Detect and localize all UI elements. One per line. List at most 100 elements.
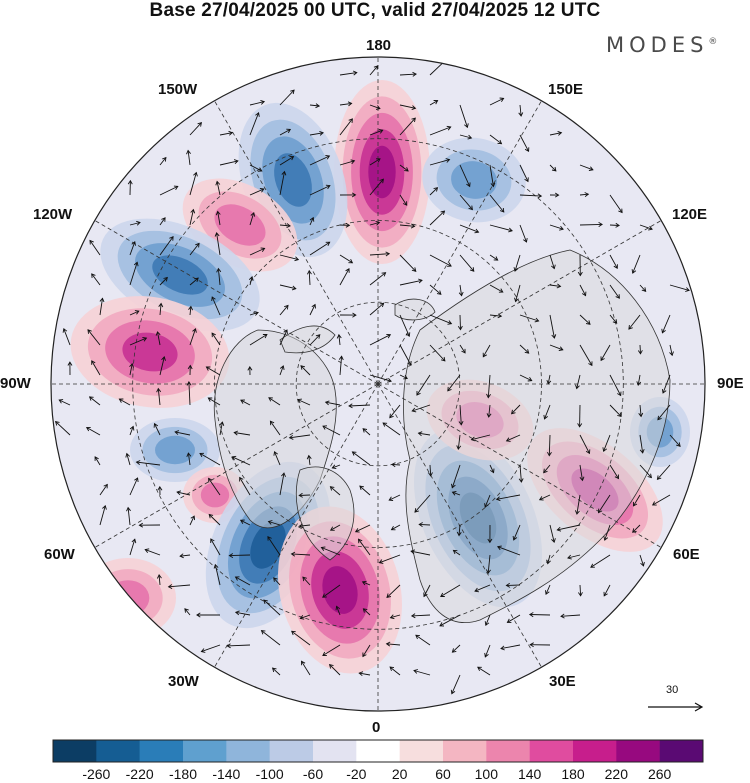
meridian-line (377, 220, 662, 385)
wind-arrow (577, 404, 583, 428)
colorbar-swatch (399, 740, 444, 762)
wind-arrow (399, 104, 417, 111)
colorbar-swatch (226, 740, 270, 762)
wind-arrow (639, 284, 647, 292)
wind-arrow (489, 97, 505, 106)
wind-arrow (156, 574, 162, 586)
wind-arrow (578, 584, 583, 597)
anomaly-contour (368, 145, 396, 199)
wind-arrow (451, 644, 461, 653)
brand-logo: MODES® (606, 33, 717, 57)
wind-arrow (279, 365, 285, 376)
registered-mark: ® (708, 37, 718, 47)
wind-arrow (159, 185, 179, 196)
wind-arrow (600, 344, 611, 362)
colorbar-swatch (53, 740, 97, 762)
colorbar-tick-label: -20 (346, 766, 367, 782)
wind-arrow (219, 159, 239, 166)
wind-arrow (609, 374, 622, 397)
wind-arrow (135, 460, 161, 466)
wind-arrow (399, 314, 411, 337)
wind-arrow (87, 329, 101, 346)
wind-arrow (328, 663, 341, 676)
wind-arrow (239, 476, 251, 496)
longitude-label-150w: 150W (158, 81, 198, 98)
wind-arrow (157, 485, 163, 496)
colorbar-swatch (139, 740, 184, 762)
wind-arrow (429, 284, 442, 295)
wind-arrow (669, 284, 690, 292)
wind-arrow (186, 149, 191, 166)
wind-arrow (378, 554, 401, 564)
reference-vector-arrow (648, 702, 704, 712)
wind-arrow (279, 89, 295, 106)
wind-arrow (129, 310, 140, 316)
wind-arrow (390, 524, 401, 531)
colorbar-swatch (659, 740, 704, 762)
wind-arrow (213, 563, 221, 586)
wind-arrow (159, 217, 166, 226)
wind-arrow (339, 312, 357, 318)
wind-arrow (452, 549, 461, 556)
wind-arrow (579, 284, 587, 297)
wind-arrow (590, 554, 611, 568)
wind-arrow (459, 194, 473, 211)
wind-arrow (519, 344, 530, 354)
wind-arrow (399, 164, 409, 172)
wind-arrow (518, 464, 524, 483)
wind-arrow (138, 522, 161, 528)
colorbar-swatch (269, 740, 314, 762)
wind-arrow (309, 184, 331, 196)
wind-arrow (579, 164, 594, 171)
wind-arrow (269, 420, 281, 436)
colorbar-tick-label: -220 (125, 766, 154, 782)
wind-arrow (575, 374, 581, 390)
wind-arrow (631, 254, 641, 274)
wind-arrow (174, 430, 191, 436)
wind-arrow (389, 666, 401, 676)
longitude-label-30w: 30W (168, 673, 199, 690)
wind-arrow (470, 434, 491, 442)
wind-arrow (273, 577, 281, 586)
wind-arrow (129, 362, 134, 376)
wind-arrow (196, 612, 220, 618)
wind-arrow (249, 188, 265, 196)
wind-arrow (273, 451, 281, 466)
wind-arrow (639, 464, 652, 479)
wind-arrow (153, 422, 161, 436)
wind-arrow (186, 381, 192, 406)
wind-arrow (429, 125, 452, 136)
wind-arrow (382, 422, 401, 436)
wind-arrow (636, 374, 642, 386)
anomaly-contour (250, 521, 286, 569)
meridian-line (377, 100, 542, 385)
meridian-line (214, 100, 379, 385)
wind-arrow (399, 374, 408, 380)
wind-arrow (549, 130, 563, 136)
wind-arrow (429, 254, 452, 267)
wind-arrow (329, 524, 341, 531)
wind-arrow (322, 584, 341, 598)
wind-arrow (125, 452, 131, 466)
wind-arrow (628, 314, 641, 330)
wind-arrow (339, 192, 357, 198)
wind-arrow (62, 327, 71, 346)
wind-arrow (538, 494, 551, 501)
wind-arrow (417, 431, 431, 437)
wind-arrow (189, 277, 199, 286)
wind-arrow (661, 314, 671, 334)
wind-arrow (603, 524, 611, 541)
wind-arrow (219, 130, 234, 136)
wind-arrow (339, 254, 354, 264)
wind-arrow (459, 254, 475, 272)
wind-arrow (279, 170, 287, 196)
wind-arrow (91, 273, 101, 286)
wind-arrow (429, 187, 439, 196)
wind-arrow (99, 483, 108, 496)
map-disc (51, 57, 705, 711)
wind-arrow (339, 101, 353, 107)
wind-arrow (159, 156, 167, 166)
wind-arrow (263, 599, 281, 616)
wind-arrow (189, 327, 197, 346)
wind-arrow (414, 494, 431, 513)
